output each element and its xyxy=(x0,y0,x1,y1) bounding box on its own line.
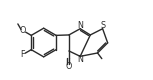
Text: O: O xyxy=(66,62,72,71)
Text: N: N xyxy=(77,55,83,64)
Text: O: O xyxy=(20,26,26,35)
Text: S: S xyxy=(101,20,106,30)
Text: N: N xyxy=(77,21,83,30)
Text: F: F xyxy=(21,50,25,59)
